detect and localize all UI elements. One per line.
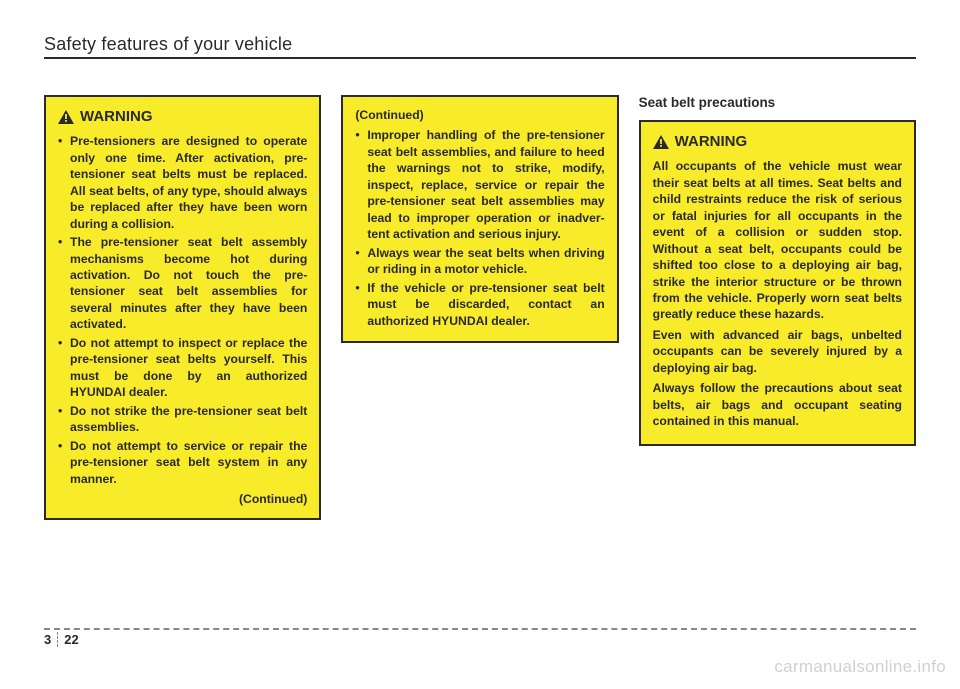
warning-title-1: WARNING (58, 107, 307, 127)
list-item: Always wear the seat belts when driving … (355, 245, 604, 278)
watermark: carmanualsonline.info (774, 657, 946, 677)
column-1: WARNING Pre-tensioners are designed to o… (44, 95, 321, 520)
warning-title-3: WARNING (653, 132, 902, 152)
page-number: 3 22 (44, 632, 916, 647)
list-item: If the vehicle or pre-tensioner seat bel… (355, 280, 604, 329)
manual-page: Safety features of your vehicle WARNING … (0, 0, 960, 689)
list-item: Do not attempt to service or repair the … (58, 438, 307, 487)
page-header: Safety features of your vehicle (44, 34, 916, 59)
warning-icon (653, 135, 669, 149)
section-number: 3 (44, 632, 58, 647)
list-item: Pre-tensioners are designed to operate o… (58, 133, 307, 232)
page-footer: 3 22 (44, 628, 916, 647)
warning-box-3: WARNING All occupants of the vehicle mus… (639, 120, 916, 446)
list-item: Do not strike the pre-tensioner seat bel… (58, 403, 307, 436)
warning-list-1: Pre-tensioners are designed to operate o… (58, 133, 307, 487)
warning-label: WARNING (675, 132, 748, 152)
warning-label: WARNING (80, 107, 153, 127)
warning-paragraph: Always follow the precautions about seat… (653, 380, 902, 429)
continued-label: (Continued) (58, 491, 307, 507)
warning-list-2: Improper handling of the pre-ten­sioner … (355, 127, 604, 329)
continued-label: (Continued) (355, 107, 604, 123)
section-title: Seat belt precautions (639, 95, 916, 110)
list-item: Improper handling of the pre-ten­sioner … (355, 127, 604, 242)
warning-box-1: WARNING Pre-tensioners are designed to o… (44, 95, 321, 520)
list-item: Do not attempt to inspect or replace the… (58, 335, 307, 401)
column-2: (Continued) Improper handling of the pre… (341, 95, 618, 520)
warning-paragraph: All occupants of the vehicle must wear t… (653, 158, 902, 323)
list-item: The pre-tensioner seat belt assembly mec… (58, 234, 307, 333)
content-columns: WARNING Pre-tensioners are designed to o… (44, 95, 916, 520)
warning-icon (58, 110, 74, 124)
warning-paragraph: Even with advanced air bags, unbelted oc… (653, 327, 902, 376)
warning-box-2: (Continued) Improper handling of the pre… (341, 95, 618, 343)
column-3: Seat belt precautions WARNING All occupa… (639, 95, 916, 520)
page-number-value: 22 (64, 632, 78, 647)
